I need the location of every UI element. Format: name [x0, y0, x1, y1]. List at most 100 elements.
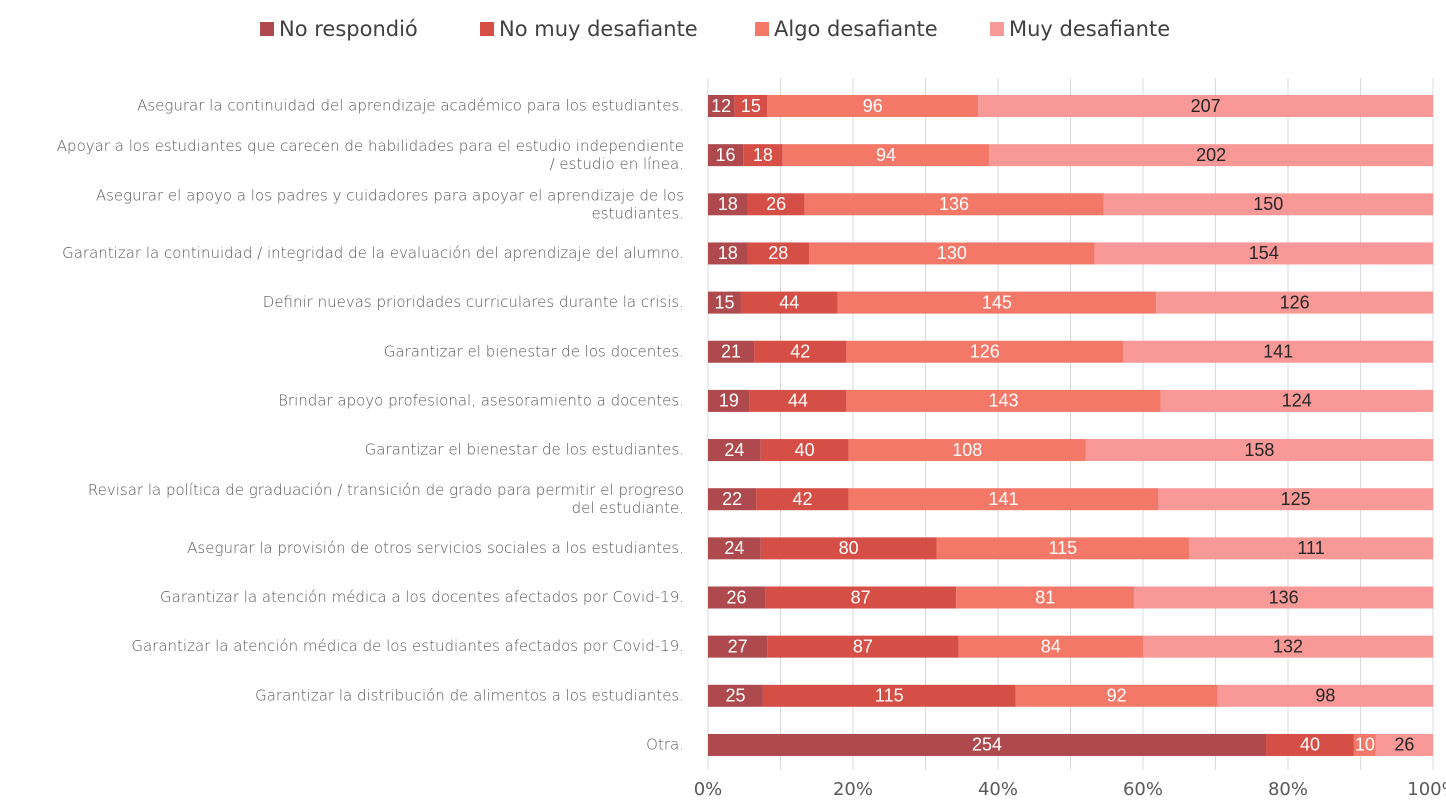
data-label: 254: [972, 735, 1002, 755]
bar-segment: [989, 144, 1433, 167]
category-label: Apoyar a los estudiantes que carecen de …: [57, 137, 684, 173]
bar-segment: [743, 144, 783, 167]
bar-segment: [708, 340, 755, 363]
data-label: 141: [988, 489, 1018, 509]
data-label: 42: [790, 342, 810, 362]
bar-segment: [956, 586, 1135, 609]
category-label: Asegurar la continuidad del aprendizaje …: [137, 97, 684, 115]
data-label: 10: [1355, 735, 1375, 755]
x-tick-label: 0%: [694, 779, 723, 800]
data-label: 154: [1249, 243, 1279, 263]
bar-segment: [1103, 193, 1433, 216]
bar-segment: [1160, 389, 1433, 412]
category-line: Asegurar el apoyo a los padres y cuidado…: [96, 186, 684, 204]
data-label: 12: [711, 96, 731, 116]
data-label: 87: [851, 587, 871, 607]
data-label: 42: [792, 489, 812, 509]
category-label: Garantizar la atención médica de los est…: [131, 637, 684, 655]
data-label: 92: [1107, 686, 1127, 706]
bar-segment: [760, 439, 849, 462]
data-label: 26: [766, 194, 786, 214]
category-label: Revisar la política de graduación / tran…: [88, 481, 684, 517]
bar-segment: [747, 242, 810, 265]
category-label: Garantizar la distribución de alimentos …: [255, 686, 684, 704]
x-tick-label: 80%: [1268, 779, 1308, 800]
bar-segment: [782, 144, 990, 167]
bar-segment: [756, 488, 849, 511]
bar-segment: [767, 95, 979, 117]
category-label: Definir nuevas prioridades curriculares …: [263, 293, 684, 311]
data-label: 40: [795, 440, 815, 460]
data-label: 126: [1280, 292, 1310, 312]
data-label: 18: [718, 243, 738, 263]
data-label: 15: [741, 96, 761, 116]
bar-segment: [708, 193, 748, 216]
x-tick-label: 100%: [1407, 779, 1446, 800]
data-label: 18: [753, 145, 773, 165]
data-label: 44: [779, 292, 799, 312]
category-label: Garantizar la atención médica a los doce…: [160, 588, 684, 606]
category-line: estudiantes.: [591, 204, 684, 222]
category-line: Apoyar a los estudiantes que carecen de …: [57, 137, 684, 155]
bar-segment: [1189, 537, 1433, 560]
legend-label: No respondió: [279, 17, 418, 41]
bar-segment: [740, 291, 838, 314]
bar-segment: [936, 537, 1190, 560]
data-label: 84: [1041, 636, 1061, 656]
bar-segment: [1353, 733, 1376, 756]
bar-segment: [1094, 242, 1433, 265]
data-label: 111: [1297, 538, 1324, 558]
data-label: 26: [727, 587, 747, 607]
data-label: 19: [719, 391, 739, 411]
bar-segment: [1217, 684, 1433, 707]
bar-segment: [708, 635, 768, 658]
legend-label: No muy desafiante: [499, 17, 698, 41]
category-label: Brindar apoyo profesional, asesoramiento…: [278, 391, 684, 409]
bar-segment: [708, 389, 750, 412]
category-line: / estudio en línea.: [550, 155, 684, 173]
bar-segment: [1015, 684, 1218, 707]
bar-segment: [765, 586, 957, 609]
category-label: Garantizar el bienestar de los estudiant…: [365, 441, 684, 459]
data-label: 24: [724, 538, 744, 558]
category-label: Garantizar el bienestar de los docentes.: [384, 342, 684, 360]
data-label: 143: [988, 391, 1018, 411]
data-label: 207: [1191, 96, 1221, 116]
data-label: 44: [788, 391, 808, 411]
data-label: 158: [1244, 440, 1274, 460]
bar-segment: [708, 488, 757, 511]
data-label: 130: [937, 243, 967, 263]
data-label: 108: [952, 440, 982, 460]
bar-segment: [846, 340, 1124, 363]
bar-segment: [747, 193, 805, 216]
bar-segment: [1143, 635, 1433, 658]
category-line: del estudiante.: [572, 499, 684, 517]
bar-segment: [708, 684, 763, 707]
bar-segment: [809, 242, 1095, 265]
category-line: Revisar la política de graduación / tran…: [88, 481, 684, 499]
bar-segment: [708, 537, 761, 560]
bar-segment: [804, 193, 1104, 216]
data-label: 96: [863, 96, 883, 116]
data-label: 21: [721, 342, 741, 362]
data-label: 125: [1281, 489, 1311, 509]
data-label: 80: [839, 538, 859, 558]
bar-segment: [734, 95, 768, 117]
data-label: 145: [982, 292, 1012, 312]
data-label: 24: [724, 440, 744, 460]
data-label: 132: [1273, 636, 1303, 656]
category-label: Garantizar la continuidad / integridad d…: [62, 244, 684, 262]
bar-segment: [848, 488, 1159, 511]
legend-swatch: [480, 22, 494, 36]
bar-segment: [1134, 586, 1433, 609]
legend-label: Muy desafiante: [1009, 17, 1170, 41]
bar-segment: [708, 586, 766, 609]
bar-segment: [958, 635, 1143, 658]
bar-segment: [767, 635, 959, 658]
data-label: 115: [875, 686, 904, 706]
data-label: 202: [1196, 145, 1226, 165]
x-tick-label: 40%: [978, 779, 1018, 800]
data-label: 126: [970, 342, 1000, 362]
category-label: Asegurar la provisión de otros servicios…: [187, 539, 684, 557]
bar-segment: [1266, 733, 1354, 756]
